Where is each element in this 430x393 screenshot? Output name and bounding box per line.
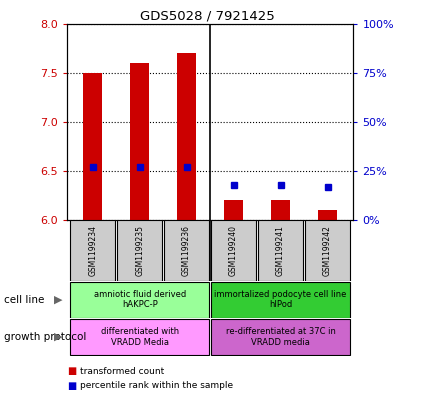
Text: GSM1199242: GSM1199242 bbox=[322, 225, 331, 276]
Bar bbox=[304, 220, 349, 281]
Text: GSM1199236: GSM1199236 bbox=[182, 225, 190, 276]
Text: GSM1199234: GSM1199234 bbox=[88, 225, 97, 276]
Bar bbox=[130, 63, 149, 220]
Bar bbox=[211, 282, 349, 318]
Text: GSM1199240: GSM1199240 bbox=[229, 225, 237, 276]
Bar bbox=[270, 200, 289, 220]
Bar bbox=[70, 282, 209, 318]
Bar bbox=[258, 220, 302, 281]
Text: GSM1199235: GSM1199235 bbox=[135, 225, 144, 276]
Text: percentile rank within the sample: percentile rank within the sample bbox=[80, 382, 232, 390]
Text: ▶: ▶ bbox=[54, 295, 62, 305]
Text: re-differentiated at 37C in
VRADD media: re-differentiated at 37C in VRADD media bbox=[225, 327, 335, 347]
Text: amniotic fluid derived
hAKPC-P: amniotic fluid derived hAKPC-P bbox=[93, 290, 185, 309]
Text: GDS5028 / 7921425: GDS5028 / 7921425 bbox=[139, 10, 273, 23]
Text: differentiated with
VRADD Media: differentiated with VRADD Media bbox=[100, 327, 178, 347]
Bar bbox=[211, 220, 255, 281]
Bar bbox=[70, 319, 209, 355]
Text: ■: ■ bbox=[67, 381, 76, 391]
Bar bbox=[224, 200, 243, 220]
Text: GSM1199241: GSM1199241 bbox=[276, 225, 284, 276]
Bar bbox=[177, 53, 196, 220]
Text: ▶: ▶ bbox=[54, 332, 62, 342]
Text: ■: ■ bbox=[67, 366, 76, 376]
Bar bbox=[117, 220, 162, 281]
Text: transformed count: transformed count bbox=[80, 367, 163, 376]
Text: immortalized podocyte cell line
hIPod: immortalized podocyte cell line hIPod bbox=[214, 290, 346, 309]
Text: cell line: cell line bbox=[4, 295, 45, 305]
Bar bbox=[83, 73, 102, 220]
Bar bbox=[70, 220, 115, 281]
Text: growth protocol: growth protocol bbox=[4, 332, 86, 342]
Bar bbox=[317, 210, 336, 220]
Bar bbox=[164, 220, 209, 281]
Bar bbox=[211, 319, 349, 355]
